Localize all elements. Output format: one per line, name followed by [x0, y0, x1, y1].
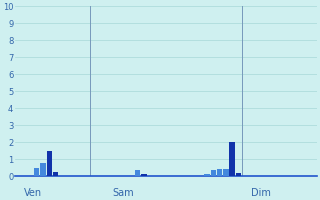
Bar: [217, 169, 222, 176]
Bar: [141, 174, 147, 176]
Bar: [47, 151, 52, 176]
Bar: [204, 174, 210, 176]
Text: Dim: Dim: [251, 188, 271, 198]
Bar: [135, 170, 140, 176]
Bar: [34, 168, 39, 176]
Bar: [223, 169, 228, 176]
Text: Ven: Ven: [24, 188, 42, 198]
Bar: [236, 173, 241, 176]
Bar: [53, 172, 58, 176]
Bar: [40, 163, 46, 176]
Bar: [229, 142, 235, 176]
Text: Sam: Sam: [112, 188, 134, 198]
Bar: [211, 170, 216, 176]
